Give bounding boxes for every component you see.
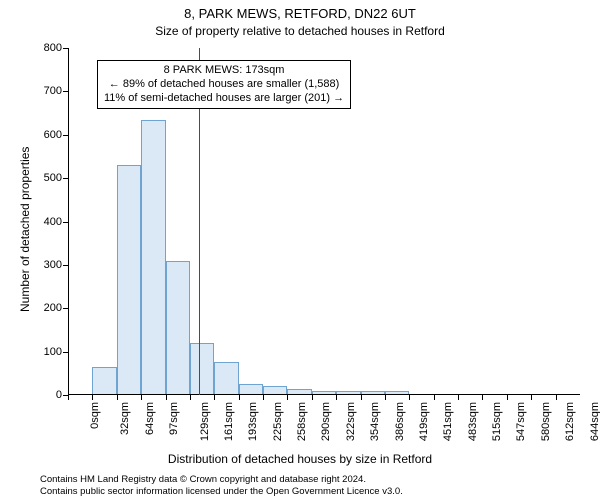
xtick-mark <box>482 395 483 400</box>
ytick-label: 800 <box>44 42 68 54</box>
xtick-mark <box>141 395 142 400</box>
xtick-label: 0sqm <box>89 402 101 429</box>
histogram-bar <box>214 362 238 395</box>
xtick-label: 290sqm <box>321 402 333 441</box>
xtick-label: 644sqm <box>589 402 600 441</box>
xtick-label: 322sqm <box>345 402 357 441</box>
xtick-mark <box>361 395 362 400</box>
xtick-mark <box>214 395 215 400</box>
xtick-mark <box>263 395 264 400</box>
xtick-mark <box>68 395 69 400</box>
annotation-box: 8 PARK MEWS: 173sqm ← 89% of detached ho… <box>97 60 351 109</box>
xtick-mark <box>117 395 118 400</box>
annotation-line-1: 8 PARK MEWS: 173sqm <box>104 64 344 78</box>
xtick-label: 97sqm <box>168 402 180 435</box>
y-axis-line <box>68 48 69 395</box>
histogram-bar <box>92 367 116 395</box>
ytick-label: 200 <box>44 302 68 314</box>
xtick-mark <box>239 395 240 400</box>
ytick-label: 700 <box>44 85 68 97</box>
footer-line-2: Contains public sector information licen… <box>40 486 403 497</box>
xtick-label: 161sqm <box>223 402 235 441</box>
xtick-mark <box>458 395 459 400</box>
annotation-line-3: 11% of semi-detached houses are larger (… <box>104 92 344 106</box>
xtick-mark <box>312 395 313 400</box>
xtick-mark <box>336 395 337 400</box>
xtick-mark <box>507 395 508 400</box>
xtick-label: 386sqm <box>394 402 406 441</box>
xtick-mark <box>166 395 167 400</box>
xtick-mark <box>556 395 557 400</box>
x-axis-label: Distribution of detached houses by size … <box>0 452 600 466</box>
xtick-label: 64sqm <box>144 402 156 435</box>
histogram-bar <box>166 261 190 395</box>
xtick-label: 32sqm <box>119 402 131 435</box>
xtick-mark <box>92 395 93 400</box>
xtick-label: 547sqm <box>516 402 528 441</box>
histogram-bar <box>117 165 141 395</box>
xtick-label: 419sqm <box>418 402 430 441</box>
y-axis-label: Number of detached properties <box>18 146 32 311</box>
ytick-label: 300 <box>44 259 68 271</box>
footer-line-1: Contains HM Land Registry data © Crown c… <box>40 474 366 485</box>
x-axis-line <box>68 394 580 395</box>
annotation-line-2: ← 89% of detached houses are smaller (1,… <box>104 78 344 92</box>
xtick-mark <box>287 395 288 400</box>
ytick-label: 500 <box>44 172 68 184</box>
xtick-label: 193sqm <box>247 402 259 441</box>
xtick-mark <box>409 395 410 400</box>
chart-subtitle: Size of property relative to detached ho… <box>0 24 600 38</box>
chart-container: 8, PARK MEWS, RETFORD, DN22 6UT Size of … <box>0 0 600 500</box>
histogram-bar <box>141 120 165 395</box>
xtick-mark <box>385 395 386 400</box>
histogram-bar <box>190 343 214 395</box>
xtick-label: 258sqm <box>296 402 308 441</box>
xtick-label: 451sqm <box>442 402 454 441</box>
xtick-label: 515sqm <box>491 402 503 441</box>
xtick-label: 225sqm <box>272 402 284 441</box>
xtick-mark <box>434 395 435 400</box>
xtick-label: 483sqm <box>467 402 479 441</box>
xtick-mark <box>190 395 191 400</box>
xtick-label: 354sqm <box>369 402 381 441</box>
ytick-label: 100 <box>44 346 68 358</box>
xtick-label: 580sqm <box>540 402 552 441</box>
ytick-label: 400 <box>44 216 68 228</box>
chart-title: 8, PARK MEWS, RETFORD, DN22 6UT <box>0 6 600 21</box>
xtick-label: 612sqm <box>564 402 576 441</box>
ytick-label: 0 <box>56 389 68 401</box>
plot-area: 8 PARK MEWS: 173sqm ← 89% of detached ho… <box>68 48 580 395</box>
ytick-label: 600 <box>44 129 68 141</box>
xtick-label: 129sqm <box>199 402 211 441</box>
xtick-mark <box>531 395 532 400</box>
